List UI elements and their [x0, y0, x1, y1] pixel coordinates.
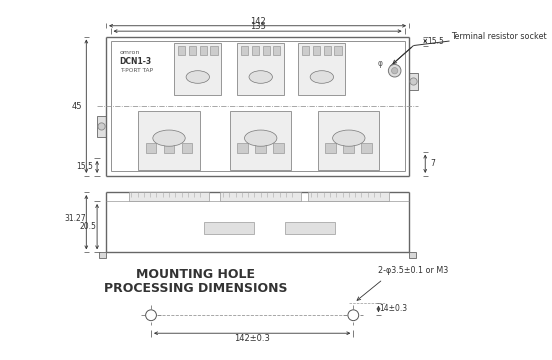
Bar — [326, 143, 336, 153]
Bar — [323, 46, 331, 55]
Text: 2-φ3.5±0.1 or M3: 2-φ3.5±0.1 or M3 — [379, 266, 449, 275]
Bar — [182, 143, 193, 153]
Bar — [174, 43, 221, 95]
Bar — [409, 252, 416, 258]
Bar — [163, 143, 174, 153]
Bar — [189, 46, 196, 55]
Circle shape — [391, 68, 398, 74]
Text: 15.5: 15.5 — [428, 36, 444, 45]
Text: 135: 135 — [250, 22, 266, 31]
Text: φ: φ — [378, 59, 383, 68]
Bar — [299, 43, 345, 95]
Bar — [210, 46, 217, 55]
Circle shape — [98, 123, 105, 130]
Ellipse shape — [333, 130, 365, 146]
Bar — [200, 46, 207, 55]
Text: 45: 45 — [72, 102, 83, 111]
Bar — [97, 116, 106, 137]
Bar — [178, 46, 185, 55]
Bar — [252, 46, 259, 55]
Bar — [237, 43, 284, 95]
Circle shape — [410, 78, 417, 85]
Bar — [285, 222, 335, 234]
Bar — [237, 143, 248, 153]
Bar — [241, 46, 248, 55]
Bar — [256, 143, 266, 153]
Circle shape — [348, 310, 359, 321]
Ellipse shape — [310, 71, 333, 83]
Text: 142: 142 — [250, 17, 266, 26]
Text: 142±0.3: 142±0.3 — [234, 334, 270, 343]
Text: 15.5: 15.5 — [76, 162, 93, 171]
Ellipse shape — [186, 71, 209, 83]
Text: PROCESSING DIMENSIONS: PROCESSING DIMENSIONS — [104, 282, 288, 295]
Bar — [319, 111, 379, 170]
Text: Terminal resistor socket: Terminal resistor socket — [452, 32, 547, 41]
Bar — [230, 111, 291, 170]
Bar — [220, 192, 301, 201]
Bar — [273, 46, 280, 55]
Bar — [335, 46, 342, 55]
Text: T-PORT TAP: T-PORT TAP — [120, 68, 153, 73]
Bar — [204, 222, 254, 234]
Bar — [309, 192, 389, 201]
Bar — [302, 46, 309, 55]
Bar — [409, 72, 418, 90]
Bar — [362, 143, 372, 153]
Text: 14±0.3: 14±0.3 — [379, 305, 407, 314]
Bar — [263, 46, 270, 55]
Text: 20.5: 20.5 — [79, 222, 97, 231]
Bar — [99, 252, 106, 258]
Bar — [146, 143, 156, 153]
Bar — [129, 192, 209, 201]
Ellipse shape — [249, 71, 272, 83]
Bar — [343, 143, 354, 153]
Text: MOUNTING HOLE: MOUNTING HOLE — [136, 268, 256, 281]
Text: DCN1-3: DCN1-3 — [120, 57, 152, 66]
Text: omron: omron — [120, 50, 140, 55]
Ellipse shape — [153, 130, 185, 146]
Ellipse shape — [245, 130, 277, 146]
Text: 7: 7 — [430, 159, 435, 168]
Bar — [139, 111, 200, 170]
Text: 31.27: 31.27 — [65, 214, 86, 223]
Bar — [313, 46, 320, 55]
Bar — [273, 143, 284, 153]
Circle shape — [146, 310, 156, 321]
Circle shape — [389, 64, 401, 77]
